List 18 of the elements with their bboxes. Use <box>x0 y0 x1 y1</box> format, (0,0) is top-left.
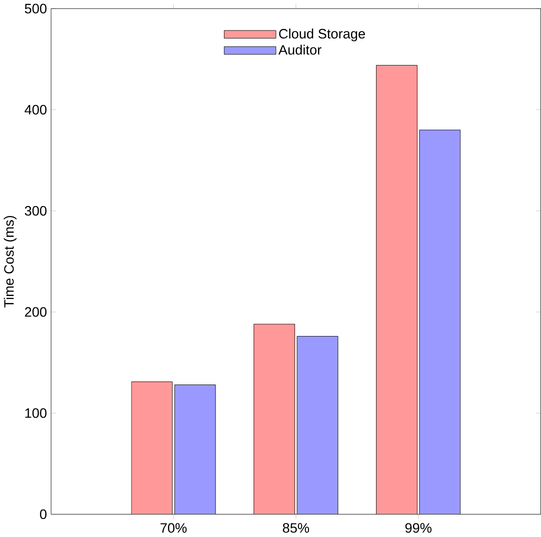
bar <box>296 336 338 514</box>
bar <box>419 130 461 514</box>
y-tick-label: 200 <box>24 307 47 318</box>
x-tick-label: 85% <box>282 523 310 533</box>
y-axis-title: Time Cost (ms) <box>4 216 16 308</box>
y-tick-label: 400 <box>24 105 47 115</box>
bar <box>174 384 216 514</box>
y-tick-label: 300 <box>24 206 47 216</box>
y-tick-label: 500 <box>24 4 47 14</box>
bar <box>376 65 418 514</box>
legend-label: Auditor <box>278 44 322 55</box>
x-tick-label: 99% <box>405 523 432 533</box>
bar <box>254 324 296 514</box>
y-tick-label: 100 <box>25 408 47 418</box>
x-tick-label: 70% <box>160 523 187 533</box>
bar <box>131 382 173 514</box>
legend-label: Cloud Storage <box>279 28 365 42</box>
y-tick-label: 0 <box>40 510 47 520</box>
